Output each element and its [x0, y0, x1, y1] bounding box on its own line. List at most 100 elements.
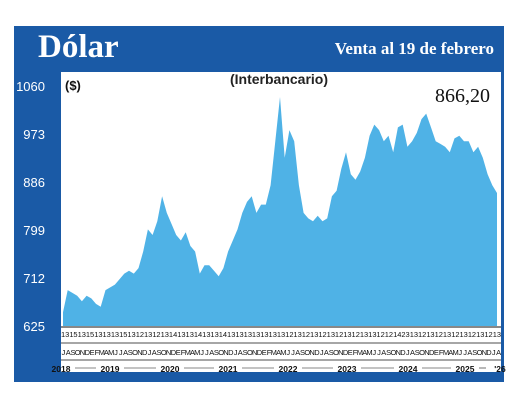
x-month-label: S [214, 348, 219, 357]
x-year-label: 2023 [338, 364, 357, 374]
x-tick-digit: 1 [78, 330, 82, 339]
x-tick-digit: 5 [73, 330, 77, 339]
x-tick-digit: 3 [464, 330, 468, 339]
x-month-label: D [171, 348, 177, 357]
x-tick-digit: 1 [252, 330, 256, 339]
x-month-label: A [410, 348, 415, 357]
x-tick-digit: 3 [447, 330, 451, 339]
x-month-label: S [128, 348, 133, 357]
x-month-label: F [181, 348, 186, 357]
x-month-label: N [395, 348, 400, 357]
x-tick-digit: 3 [248, 330, 252, 339]
x-tick-digit: 1 [194, 330, 198, 339]
x-tick-digit: 1 [360, 330, 364, 339]
x-tick-digit: 2 [472, 330, 476, 339]
y-axis: 1060 973 886 799 712 625 [16, 79, 45, 334]
x-month-label: S [386, 348, 391, 357]
x-month-label: N [309, 348, 314, 357]
x-month-label: D [343, 348, 349, 357]
x-month-label: A [123, 348, 128, 357]
x-tick-digit: 4 [397, 330, 401, 339]
x-tick-digit: 1 [136, 330, 140, 339]
page-title: Dólar [38, 29, 119, 65]
chart-title: (Interbancario) [230, 71, 328, 87]
x-tick-digit: 1 [111, 330, 115, 339]
x-tick-digit: 3 [231, 330, 235, 339]
x-month-label: O [333, 348, 339, 357]
x-tick-digit: 1 [277, 330, 281, 339]
x-month-label: A [381, 348, 386, 357]
x-tick-digit: 2 [439, 330, 443, 339]
x-tick-digit: 2 [339, 330, 343, 339]
x-month-label: A [362, 348, 367, 357]
x-tick-digit: 1 [476, 330, 480, 339]
x-month-label: O [419, 348, 425, 357]
x-tick-digit: 2 [401, 330, 405, 339]
x-tick-digit: 3 [273, 330, 277, 339]
x-tick-digit: 2 [156, 330, 160, 339]
x-tick-digit: 3 [406, 330, 410, 339]
x-tick-digit: 4 [223, 330, 227, 339]
x-month-label: M [280, 348, 286, 357]
x-month-label: J [372, 348, 376, 357]
x-tick-digit: 1 [493, 330, 497, 339]
x-tick-digit: 3 [132, 330, 136, 339]
x-tick-digit: 3 [414, 330, 418, 339]
x-month-label: A [324, 348, 329, 357]
x-tick-digit: 3 [497, 330, 501, 339]
x-month-label: O [477, 348, 483, 357]
x-tick-digit: 3 [281, 330, 285, 339]
x-tick-digit: 2 [489, 330, 493, 339]
x-tick-digit: 1 [260, 330, 264, 339]
x-month-label: A [104, 348, 109, 357]
x-tick-digit: 3 [347, 330, 351, 339]
x-month-label: J [114, 348, 118, 357]
x-tick-digit: 1 [451, 330, 455, 339]
x-month-label: J [200, 348, 204, 357]
x-tick-digit: 3 [65, 330, 69, 339]
x-month-label: J [148, 348, 152, 357]
x-month-label: A [276, 348, 281, 357]
x-month-label: O [218, 348, 224, 357]
x-tick-digit: 2 [356, 330, 360, 339]
x-month-label: S [415, 348, 420, 357]
x-tick-digit: 3 [314, 330, 318, 339]
y-tick-label: 886 [23, 175, 45, 190]
x-tick-digit: 1 [210, 330, 214, 339]
x-month-label: S [70, 348, 75, 357]
x-year-label: 2024 [399, 364, 418, 374]
x-month-label: M [108, 348, 114, 357]
x-month-label: J [291, 348, 295, 357]
x-tick-digit: 3 [181, 330, 185, 339]
dolar-area [63, 97, 497, 326]
x-tick-digit: 1 [302, 330, 306, 339]
x-month-label: D [257, 348, 263, 357]
x-tick-digit: 4 [173, 330, 177, 339]
x-month-label: F [439, 348, 444, 357]
page-subtitle: Venta al 19 de febrero [334, 39, 494, 58]
x-month-label: A [295, 348, 300, 357]
x-tick-digit: 1 [161, 330, 165, 339]
x-tick-digit: 3 [364, 330, 368, 339]
x-month-label: J [234, 348, 238, 357]
x-month-label: M [99, 348, 105, 357]
x-tick-digit: 2 [289, 330, 293, 339]
x-tick-digit: 3 [298, 330, 302, 339]
x-tick-digit: 1 [368, 330, 372, 339]
x-tick-digit: 2 [422, 330, 426, 339]
x-month-label: J [406, 348, 410, 357]
x-tick-digit: 1 [352, 330, 356, 339]
x-month-label: A [448, 348, 453, 357]
x-tick-digit: 2 [381, 330, 385, 339]
x-month-label: O [161, 348, 167, 357]
x-month-label: A [467, 348, 472, 357]
x-month-label: N [137, 348, 142, 357]
x-tick-digit: 1 [127, 330, 131, 339]
x-tick-digit: 2 [140, 330, 144, 339]
x-month-label: O [304, 348, 310, 357]
x-tick-digit: 3 [372, 330, 376, 339]
x-tick-digit: 2 [455, 330, 459, 339]
x-tick-digit: 3 [215, 330, 219, 339]
x-month-label: A [152, 348, 157, 357]
